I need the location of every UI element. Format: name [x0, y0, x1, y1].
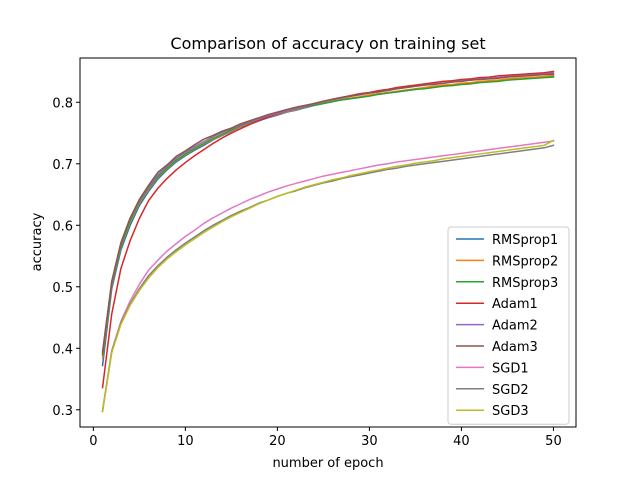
legend-label: RMSprop2	[492, 254, 558, 269]
legend-label: Adam1	[492, 297, 538, 312]
series-line-adam3	[101, 73, 555, 355]
legend-label: RMSprop1	[492, 233, 558, 248]
legend-label: Adam3	[492, 340, 538, 355]
x-tick-label: 0	[89, 434, 97, 449]
x-tick-label: 30	[361, 434, 378, 449]
legend: RMSprop1 RMSprop2 RMSprop3 Adam1 Adam2 Adam3 S…	[447, 226, 570, 425]
x-tick-label: 20	[269, 434, 286, 449]
series-line-sgd2	[101, 144, 555, 412]
y-tick-label: 0.8	[52, 96, 73, 111]
chart-title: Comparison of accuracy on training set	[170, 34, 485, 53]
y-tick-label: 0.4	[52, 342, 73, 357]
y-tick-label: 0.3	[52, 404, 73, 419]
y-tick-label: 0.6	[52, 219, 73, 234]
plot-frame	[79, 57, 577, 428]
legend-label: SGD3	[492, 404, 529, 419]
series-line-rmsprop3	[101, 76, 555, 356]
legend-label: RMSprop3	[492, 276, 558, 291]
x-axis: 0 10 20 30 40 50	[89, 427, 562, 449]
legend-box	[447, 226, 570, 425]
y-tick-label: 0.7	[52, 158, 73, 173]
x-tick-label: 40	[453, 434, 470, 449]
y-axis: 0.3 0.4 0.5 0.6 0.7 0.8	[52, 96, 80, 419]
x-tick-label: 50	[545, 434, 562, 449]
series-line-sgd1	[101, 140, 555, 412]
y-tick-label: 0.5	[52, 281, 73, 296]
legend-label: Adam2	[492, 319, 538, 334]
series-line-sgd3	[101, 139, 555, 413]
y-axis-label: accuracy	[30, 212, 45, 271]
plot-lines	[101, 70, 555, 413]
x-axis-label: number of epoch	[272, 456, 383, 471]
x-tick-label: 10	[177, 434, 194, 449]
legend-label: SGD2	[492, 383, 529, 398]
legend-label: SGD1	[492, 361, 529, 376]
